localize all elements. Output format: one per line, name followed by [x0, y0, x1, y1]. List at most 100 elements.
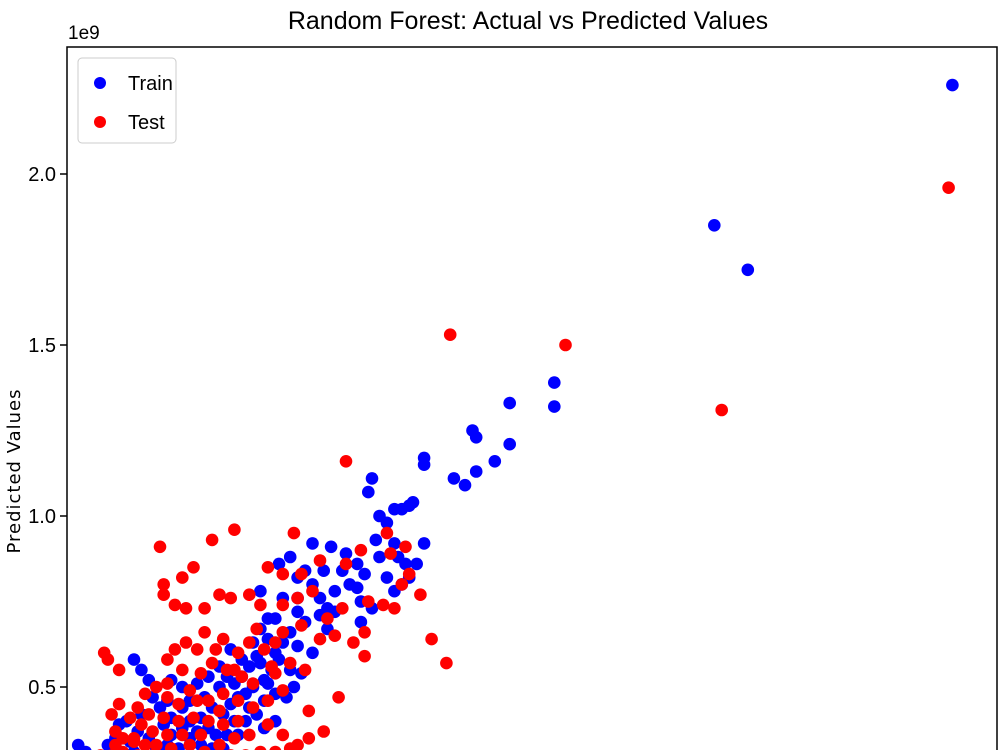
y-ticks: 0.5 1.0 1.5 2.0	[28, 164, 67, 699]
data-point-test	[402, 567, 416, 581]
data-point-test	[243, 588, 256, 601]
data-point-train	[373, 509, 386, 523]
chart-title: Random Forest: Actual vs Predicted Value…	[288, 7, 768, 35]
data-point-test	[321, 612, 334, 625]
data-point-test	[339, 557, 353, 571]
data-point-train	[317, 564, 331, 577]
data-point-train	[402, 499, 416, 512]
data-point-train	[135, 663, 148, 677]
data-point-test	[246, 701, 260, 714]
data-point-test	[157, 578, 170, 591]
data-point-test	[362, 595, 375, 608]
data-point-test	[302, 704, 316, 718]
data-point-test	[187, 711, 200, 725]
y-axis-label-group: Predicted Values	[4, 388, 25, 553]
data-point-train	[946, 78, 959, 92]
y-tick-label: 2.0	[28, 164, 56, 186]
data-point-test	[202, 714, 215, 728]
data-point-train	[365, 472, 379, 485]
legend-marker-test	[94, 116, 106, 128]
data-point-test	[131, 701, 144, 714]
data-point-test	[161, 653, 174, 666]
data-point-test	[194, 667, 208, 680]
data-point-test	[150, 738, 163, 750]
data-point-test	[213, 588, 226, 601]
data-point-test	[414, 588, 427, 601]
data-point-test	[164, 742, 178, 750]
data-point-test	[440, 656, 453, 670]
data-point-train	[291, 639, 304, 653]
y-tick-label: 1.5	[28, 335, 56, 357]
legend-label-test: Test	[128, 112, 165, 134]
data-point-test	[109, 738, 122, 750]
data-point-train	[362, 485, 375, 499]
data-point-test	[376, 598, 390, 612]
data-point-test	[443, 328, 457, 342]
data-point-test	[231, 646, 245, 660]
data-point-test	[135, 718, 148, 731]
data-point-train	[291, 605, 304, 619]
data-point-test	[202, 694, 215, 707]
data-point-test	[298, 663, 312, 677]
data-point-train	[287, 680, 301, 694]
data-point-test	[358, 649, 371, 663]
data-point-test	[425, 632, 438, 646]
data-point-test	[269, 636, 282, 649]
data-point-test	[295, 619, 308, 632]
data-point-test	[254, 745, 267, 750]
data-point-test	[176, 663, 189, 677]
data-point-test	[138, 687, 152, 701]
data-point-test	[328, 629, 342, 642]
data-point-test	[209, 643, 223, 656]
data-point-test	[231, 694, 245, 707]
data-point-test	[336, 602, 349, 615]
data-point-train	[283, 550, 297, 564]
data-point-test	[205, 656, 219, 670]
data-point-train	[458, 478, 472, 492]
data-point-test	[339, 455, 353, 468]
data-point-train	[254, 584, 267, 598]
data-point-test	[276, 626, 290, 639]
data-point-test	[168, 598, 182, 612]
data-point-train	[503, 437, 516, 451]
data-point-train	[350, 557, 364, 571]
data-point-train	[127, 653, 141, 666]
data-point-test	[246, 677, 260, 690]
data-point-test	[283, 656, 297, 670]
series-test	[97, 181, 955, 750]
data-point-test	[332, 691, 345, 704]
data-point-test	[388, 602, 401, 615]
data-point-test	[138, 738, 152, 750]
data-point-test	[317, 725, 331, 738]
data-point-train	[209, 728, 223, 742]
data-point-test	[205, 533, 219, 547]
data-point-test	[243, 728, 256, 742]
data-point-test	[261, 718, 275, 731]
data-point-train	[373, 550, 386, 564]
y-tick-label: 1.0	[28, 506, 56, 528]
data-point-test	[228, 523, 241, 536]
data-point-test	[157, 711, 170, 725]
data-point-train	[328, 584, 342, 598]
legend: Train Test	[77, 57, 177, 144]
data-point-test	[187, 561, 200, 574]
data-point-test	[231, 714, 245, 728]
data-point-test	[261, 694, 275, 707]
data-point-test	[168, 643, 182, 656]
data-point-train	[306, 646, 319, 660]
series-train	[71, 78, 959, 750]
data-point-test	[313, 632, 327, 646]
data-point-test	[384, 547, 397, 560]
y-axis-label: Predicted Values	[4, 388, 25, 553]
data-point-test	[183, 738, 197, 750]
data-point-test	[176, 571, 189, 584]
data-point-train	[339, 547, 353, 560]
data-point-test	[150, 680, 163, 694]
data-point-test	[194, 728, 208, 742]
data-point-test	[198, 602, 211, 615]
data-point-test	[559, 338, 572, 352]
data-point-test	[276, 728, 290, 742]
data-point-test	[306, 584, 319, 598]
data-point-test	[276, 598, 290, 612]
data-point-test	[276, 567, 290, 581]
